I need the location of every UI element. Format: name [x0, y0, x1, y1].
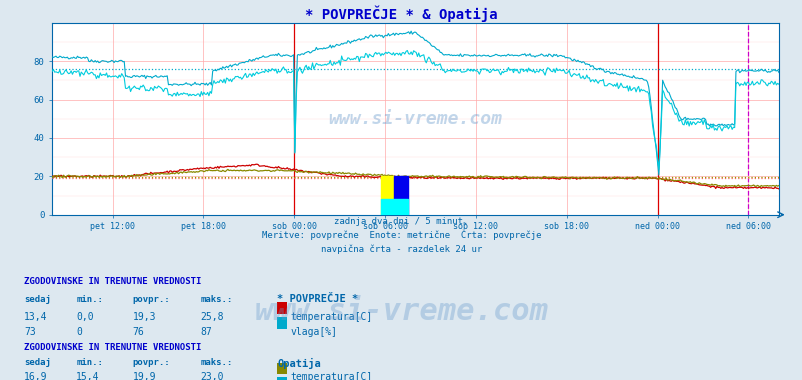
Text: www.si-vreme.com: www.si-vreme.com	[254, 297, 548, 326]
Text: min.:: min.:	[76, 294, 103, 304]
Text: 16,9: 16,9	[24, 372, 47, 380]
Text: temperatura[C]: temperatura[C]	[290, 372, 372, 380]
Text: www.si-vreme.com: www.si-vreme.com	[328, 110, 502, 128]
Text: temperatura[C]: temperatura[C]	[290, 312, 372, 321]
Text: sedaj: sedaj	[24, 358, 51, 367]
Bar	[381, 200, 407, 215]
Text: vlaga[%]: vlaga[%]	[290, 327, 338, 337]
Text: * POVPREČJE * & Opatija: * POVPREČJE * & Opatija	[305, 6, 497, 22]
Text: Opatija: Opatija	[277, 358, 320, 369]
Bar	[394, 176, 407, 215]
Text: ZGODOVINSKE IN TRENUTNE VREDNOSTI: ZGODOVINSKE IN TRENUTNE VREDNOSTI	[24, 277, 201, 287]
Text: 0: 0	[76, 327, 82, 337]
Text: 73: 73	[24, 327, 36, 337]
Text: povpr.:: povpr.:	[132, 294, 170, 304]
Text: 19,9: 19,9	[132, 372, 156, 380]
Text: 19,3: 19,3	[132, 312, 156, 321]
Text: 87: 87	[200, 327, 213, 337]
Text: 23,0: 23,0	[200, 372, 224, 380]
Text: 76: 76	[132, 327, 144, 337]
Text: 25,8: 25,8	[200, 312, 224, 321]
Text: povpr.:: povpr.:	[132, 358, 170, 367]
Text: maks.:: maks.:	[200, 358, 233, 367]
Text: ZGODOVINSKE IN TRENUTNE VREDNOSTI: ZGODOVINSKE IN TRENUTNE VREDNOSTI	[24, 343, 201, 352]
Text: * POVPREČJE *: * POVPREČJE *	[277, 294, 358, 304]
Text: 0,0: 0,0	[76, 312, 94, 321]
Text: 15,4: 15,4	[76, 372, 99, 380]
Text: maks.:: maks.:	[200, 294, 233, 304]
Text: 13,4: 13,4	[24, 312, 47, 321]
Text: min.:: min.:	[76, 358, 103, 367]
Text: sedaj: sedaj	[24, 294, 51, 304]
Bar	[381, 176, 394, 215]
Text: zadnja dva dni / 5 minut.
Meritve: povprečne  Enote: metrične  Črta: povprečje
n: zadnja dva dni / 5 minut. Meritve: povpr…	[261, 217, 541, 253]
